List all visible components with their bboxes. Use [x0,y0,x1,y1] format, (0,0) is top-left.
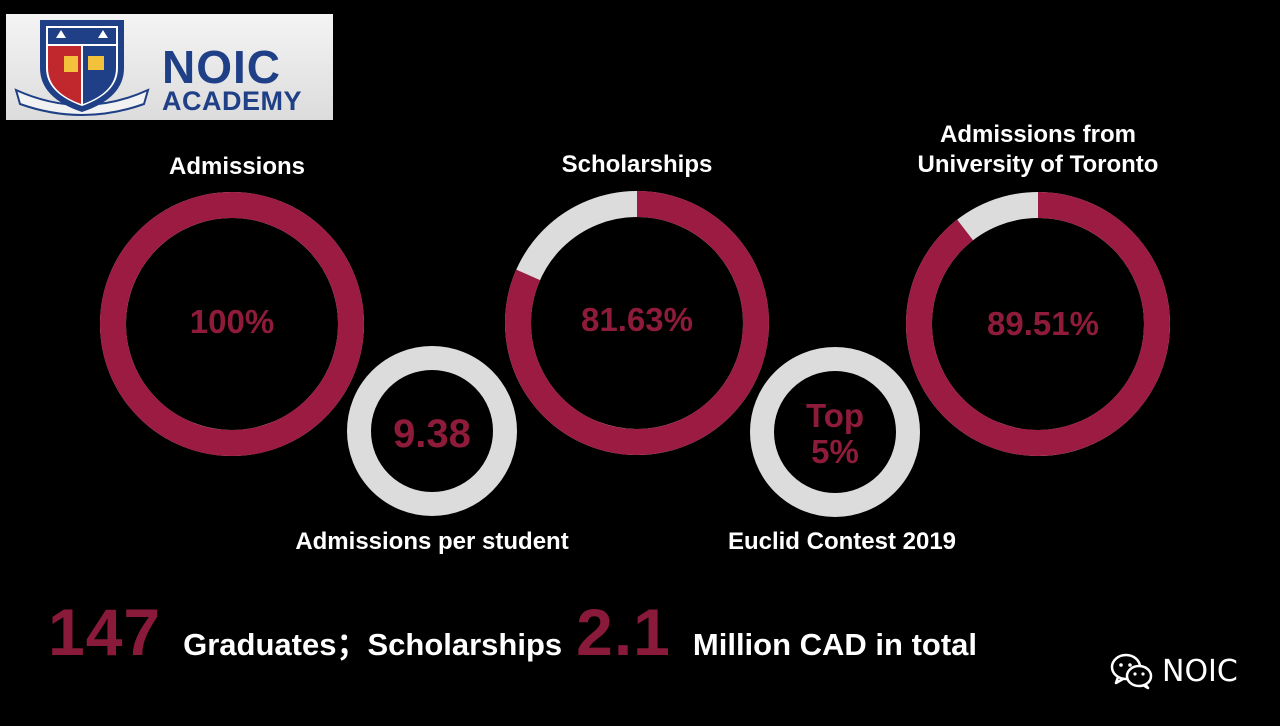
wechat-watermark: NOIC [1110,652,1238,690]
ring-scholarships [505,191,769,455]
uoft-value: 89.51% [987,304,1099,342]
euclid-value-line2: 5% [811,433,859,470]
euclid-value: Top 5% [775,392,895,476]
admissions-heading: Admissions [168,153,306,180]
ring-admissions [100,192,364,456]
uoft-heading-line1: Admissions from [939,121,1137,148]
admissions-value: 100% [189,302,275,340]
euclid-value-line1: Top [805,396,865,434]
ring-scholarships-fill [505,191,769,455]
ring-uoft [906,192,1170,456]
ring-per-student [347,346,517,516]
graduates-count: 147 [48,595,162,669]
scholarships-value: 81.63% [581,300,693,338]
wechat-text: NOIC [1162,653,1238,689]
logo-wordmark: NOIC ACADEMY [162,44,302,115]
ring-admissions-fill [100,192,364,456]
scholarship-amount: 2.1 [576,595,671,669]
crest-shield-icon [14,20,150,116]
uoft-heading-line2: University of Toronto [917,151,1159,178]
ring-uoft-fill [906,192,1170,456]
per-student-caption: Admissions per student [295,528,569,555]
ring-euclid [750,347,920,517]
per-student-value: 9.38 [393,412,471,456]
logo-line2: ACADEMY [162,86,303,116]
euclid-caption: Euclid Contest 2019 [727,528,957,555]
summary-line: 147 Graduates；Scholarships 2.1 Million C… [48,594,991,670]
graduates-label: Graduates；Scholarships [183,627,563,662]
uoft-heading: Admissions from University of Toronto [878,120,1198,180]
logo-panel: NOIC ACADEMY [6,14,333,120]
logo-line1: NOIC [162,41,281,93]
scholarship-label: Million CAD in total [692,627,978,662]
scholarships-heading: Scholarships [561,151,713,178]
wechat-icon [1110,653,1153,690]
